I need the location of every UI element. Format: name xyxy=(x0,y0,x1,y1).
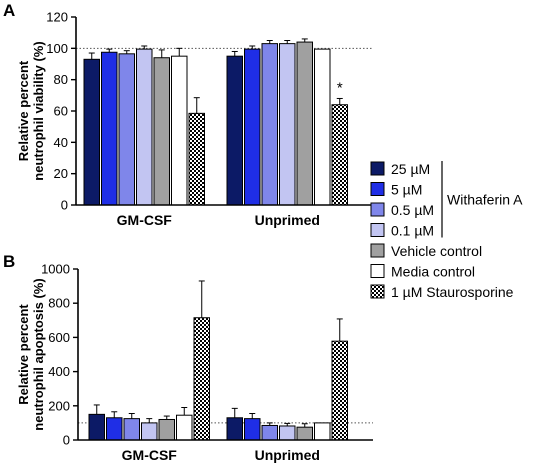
bar xyxy=(193,317,210,441)
bar xyxy=(83,58,100,206)
bar xyxy=(331,340,348,441)
legend-swatch xyxy=(370,284,385,299)
bar xyxy=(314,422,331,441)
y-axis-label-line: Relative percent xyxy=(16,304,31,405)
bar xyxy=(188,112,205,206)
legend-swatch xyxy=(370,202,385,217)
legend-label: 0.5 µM xyxy=(391,202,434,218)
bar xyxy=(261,43,278,206)
bar xyxy=(123,418,140,441)
y-tick-label: 0 xyxy=(61,198,68,213)
legend-label: 1 µM Staurosporine xyxy=(391,284,514,300)
y-tick-label: 600 xyxy=(48,330,70,345)
panel-letter: B xyxy=(3,252,15,271)
y-tick-label: 120 xyxy=(46,10,68,25)
legend-label: 5 µM xyxy=(391,182,422,198)
bar xyxy=(106,417,123,441)
bar xyxy=(261,424,278,441)
bar xyxy=(226,417,243,441)
bar xyxy=(226,55,243,206)
x-group-label: Unprimed xyxy=(255,447,320,463)
legend-swatch xyxy=(370,161,385,176)
bar xyxy=(136,48,153,206)
y-tick-label: 40 xyxy=(54,135,68,150)
x-group-label: Unprimed xyxy=(255,212,320,228)
bar xyxy=(88,413,105,441)
y-tick-label: 60 xyxy=(54,104,68,119)
y-tick-label: 0 xyxy=(63,433,70,448)
y-axis-label: Relative percentneutrophil viability (%) xyxy=(16,41,46,180)
bar xyxy=(314,48,331,206)
bar xyxy=(171,55,188,206)
bar xyxy=(118,53,135,206)
y-tick-label: 80 xyxy=(54,72,68,87)
legend-swatch xyxy=(370,264,385,278)
y-tick-label: 400 xyxy=(48,364,70,379)
y-tick-label: 200 xyxy=(48,398,70,413)
bar xyxy=(101,51,118,206)
bar xyxy=(141,422,158,441)
x-group-label: GM-CSF xyxy=(122,447,178,463)
y-tick-label: 100 xyxy=(46,41,68,56)
bar xyxy=(244,418,261,441)
x-group-label: GM-CSF xyxy=(117,212,173,228)
y-axis-label-line: Relative percent xyxy=(16,60,31,161)
bar xyxy=(296,41,313,206)
legend-label: Vehicle control xyxy=(391,243,482,259)
legend-swatch xyxy=(370,243,385,258)
bar xyxy=(279,43,296,206)
y-axis-label-line: neutrophil viability (%) xyxy=(31,41,46,180)
legend-bracket-label: Withaferin A xyxy=(447,191,523,207)
bar xyxy=(279,425,296,441)
legend-label: 0.1 µM xyxy=(391,223,434,239)
panel-a-chart: A Relative percentneutrophil viability (%… xyxy=(3,1,373,228)
legend-swatch xyxy=(370,182,385,196)
y-tick-label: 800 xyxy=(48,296,70,311)
bar xyxy=(296,426,313,441)
legend-label: Media control xyxy=(391,264,475,280)
bar xyxy=(158,418,175,441)
legend: 25 µM 5 µM 0.5 µM 0.1 µM Vehicle control Medi… xyxy=(370,161,523,300)
y-tick-label: 20 xyxy=(54,166,68,181)
bar xyxy=(244,48,261,206)
significance-marker: * xyxy=(337,79,343,96)
bar xyxy=(153,57,170,206)
y-axis-label: Relative percentneutrophil apoptosis (%) xyxy=(16,278,46,430)
y-axis-label-line: neutrophil apoptosis (%) xyxy=(31,278,46,430)
legend-label: 25 µM xyxy=(391,161,430,177)
panel-letter: A xyxy=(3,1,15,20)
bar xyxy=(331,104,348,206)
bar xyxy=(176,414,193,441)
legend-swatch xyxy=(370,223,385,237)
y-tick-label: 1000 xyxy=(41,262,70,277)
